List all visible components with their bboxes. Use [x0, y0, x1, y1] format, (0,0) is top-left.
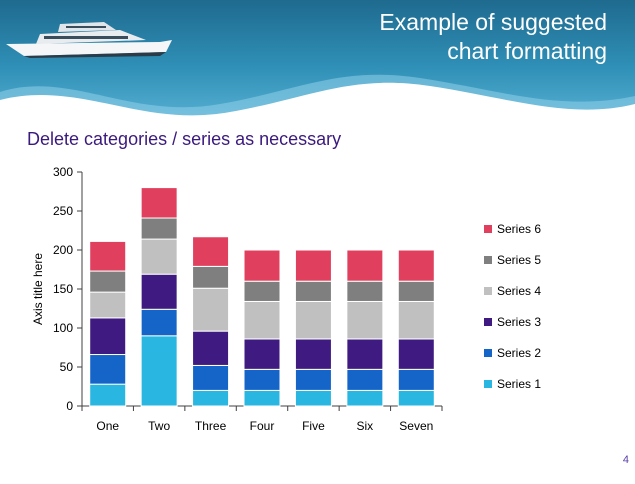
- bar-segment-series-5: [397, 280, 435, 302]
- bar-segment-series-4: [243, 300, 281, 340]
- bar-segment-series-2: [346, 368, 384, 391]
- bar-segment-series-4: [89, 291, 127, 319]
- y-tick-label: 300: [53, 165, 73, 179]
- bar-segment-series-5: [89, 270, 127, 293]
- bar-segment-series-6: [140, 187, 178, 219]
- bar-segment-series-3: [346, 338, 384, 370]
- slide-subtitle: Delete categories / series as necessary: [27, 129, 342, 149]
- bar-segment-series-5: [243, 280, 281, 302]
- bar-segment-series-4: [140, 238, 178, 275]
- bar-segment-series-2: [192, 364, 230, 391]
- stacked-bar-chart: 0 50 100 150 200 250 300 Axis title here One Two T…: [31, 165, 541, 433]
- y-tick-label: 100: [53, 321, 73, 335]
- bar-segment-series-3: [89, 317, 127, 356]
- legend-label: Series 6: [497, 222, 541, 236]
- bar-segment-series-6: [346, 249, 384, 282]
- x-tick-label: One: [96, 419, 119, 433]
- bar-segment-series-3: [397, 338, 435, 370]
- bar-segment-series-3: [140, 273, 178, 310]
- banner-ocean-image: [0, 0, 635, 132]
- bar-segment-series-4: [192, 287, 230, 332]
- slide-title-line-1: Example of suggested: [379, 9, 607, 35]
- bar-segment-series-3: [192, 330, 230, 366]
- bar-segment-series-2: [397, 368, 435, 391]
- legend-label: Series 4: [497, 284, 541, 298]
- x-tick-label: Five: [302, 419, 325, 433]
- slide-title-line-2: chart formatting: [447, 38, 607, 64]
- bar-segment-series-1: [192, 389, 230, 407]
- y-tick-label: 0: [66, 399, 73, 413]
- bar-segment-series-6: [397, 249, 435, 282]
- legend-swatch: [484, 380, 492, 388]
- bar-segment-series-1: [346, 389, 384, 407]
- bar-segment-series-2: [89, 354, 127, 385]
- bar-segment-series-5: [140, 217, 178, 240]
- legend-label: Series 2: [497, 346, 541, 360]
- y-axis-title: Axis title here: [31, 253, 45, 325]
- bar-segment-series-1: [294, 389, 332, 407]
- legend-swatch: [484, 349, 492, 357]
- bar-segment-series-1: [397, 389, 435, 407]
- bar-segment-series-2: [243, 368, 281, 391]
- bar-segment-series-4: [397, 300, 435, 340]
- legend-swatch: [484, 287, 492, 295]
- page-number: 4: [622, 454, 629, 466]
- ship-icon: [6, 22, 172, 58]
- legend-swatch: [484, 225, 492, 233]
- y-tick-label: 50: [60, 360, 74, 374]
- bar-segment-series-5: [192, 265, 230, 289]
- bar-segment-series-4: [294, 300, 332, 340]
- x-tick-label: Six: [357, 419, 374, 433]
- legend-label: Series 1: [497, 377, 541, 391]
- bar-segment-series-1: [89, 383, 127, 407]
- x-tick-label: Seven: [399, 419, 433, 433]
- bar-segment-series-6: [192, 236, 230, 267]
- y-tick-label: 200: [53, 243, 73, 257]
- legend-swatch: [484, 256, 492, 264]
- y-tick-label: 250: [53, 204, 73, 218]
- legend-label: Series 3: [497, 315, 541, 329]
- bar-segment-series-2: [140, 308, 178, 337]
- bar-segment-series-2: [294, 368, 332, 391]
- slide-title: Example of suggested chart formatting: [247, 8, 607, 66]
- bar-segment-series-1: [243, 389, 281, 407]
- y-tick-label: 150: [53, 282, 73, 296]
- bar-segment-series-5: [294, 280, 332, 302]
- bar-segment-series-4: [346, 300, 384, 340]
- bar-segment-series-6: [243, 249, 281, 282]
- bar-segment-series-5: [346, 280, 384, 302]
- x-tick-label: Three: [195, 419, 227, 433]
- legend-label: Series 5: [497, 253, 541, 267]
- bar-segment-series-3: [243, 338, 281, 370]
- x-tick-label: Four: [250, 419, 275, 433]
- bar-segment-series-1: [140, 335, 178, 407]
- bar-segment-series-6: [89, 240, 127, 272]
- bar-segment-series-3: [294, 338, 332, 370]
- bar-segment-series-6: [294, 249, 332, 282]
- x-tick-label: Two: [148, 419, 170, 433]
- legend-swatch: [484, 318, 492, 326]
